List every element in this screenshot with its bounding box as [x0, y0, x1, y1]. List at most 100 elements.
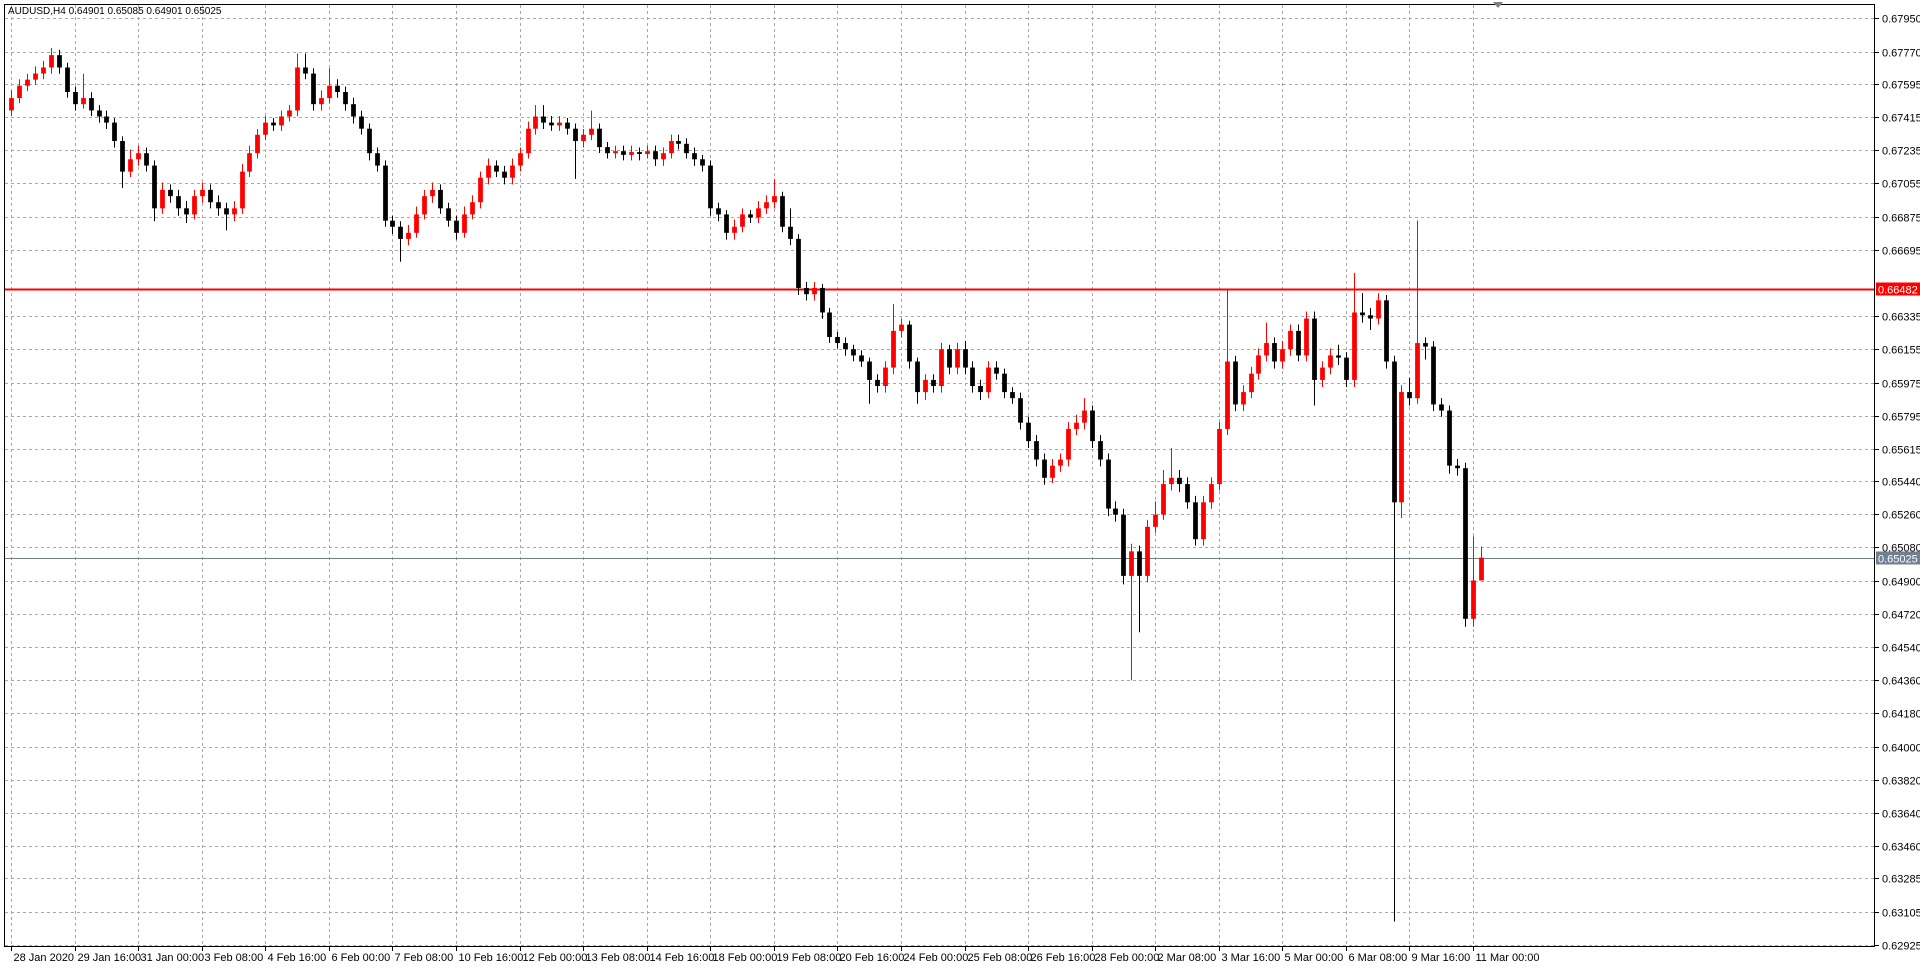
candle-body [311, 73, 316, 105]
candle-body [351, 104, 356, 117]
candle-body [1320, 367, 1325, 380]
candle-body [17, 85, 22, 99]
y-tick-label: 0.63460 [1882, 842, 1920, 854]
candle-body [1344, 357, 1349, 380]
y-tick-label: 0.65440 [1882, 477, 1920, 489]
x-tick-label: 31 Jan 00:00 [141, 952, 205, 964]
candle-body [303, 67, 308, 74]
candle-body [669, 141, 674, 154]
candle-body [1010, 392, 1015, 399]
candle-body [827, 312, 832, 337]
candle-body [1376, 300, 1381, 319]
candle-body [438, 189, 443, 209]
candle-body [1177, 477, 1182, 485]
candle-body [279, 116, 284, 126]
candle-body [955, 349, 960, 368]
candle-body [541, 116, 546, 123]
y-tick-label: 0.64000 [1882, 743, 1920, 755]
candle-body [144, 153, 149, 166]
candle-body [1439, 404, 1444, 411]
candle-body [1360, 312, 1365, 316]
candle-body [470, 202, 475, 215]
y-tick-label: 0.63285 [1882, 874, 1920, 886]
candle-body [1042, 459, 1047, 478]
x-tick-label: 9 Mar 16:00 [1412, 952, 1471, 964]
candle-body [25, 79, 30, 86]
candle-body [939, 349, 944, 387]
candle-body [1145, 526, 1150, 576]
candle-body [708, 165, 713, 209]
axes: 0.67950 0.67770 0.67595 0.67415 0.67235 0.670… [11, 14, 1920, 964]
chart-title: AUDUSD,H4 0.64901 0.65085 0.64901 0.6502… [8, 6, 222, 17]
candle-body [1233, 361, 1238, 405]
candle-body [247, 153, 252, 172]
candle-body [875, 379, 880, 387]
candle-body [1384, 300, 1389, 362]
candle-body [796, 238, 801, 288]
x-tick-label: 6 Mar 08:00 [1349, 952, 1408, 964]
candle-body [271, 122, 276, 126]
candle-body [629, 152, 634, 155]
candle-body [1082, 410, 1087, 423]
x-tick-label: 14 Feb 16:00 [650, 952, 715, 964]
candle-body [883, 367, 888, 387]
x-tick-label: 19 Feb 08:00 [777, 952, 842, 964]
candle-body [692, 153, 697, 160]
candle-body [287, 110, 292, 117]
candle-body [820, 287, 825, 313]
candle-body [120, 141, 125, 172]
y-tick-label: 0.67950 [1882, 14, 1920, 26]
y-tick-label: 0.67235 [1882, 146, 1920, 158]
candle-body [605, 147, 610, 154]
candle-body [843, 343, 848, 350]
candle-body [57, 55, 62, 68]
price-level-box [1876, 551, 1920, 565]
candle-body [597, 128, 602, 148]
candle-body [835, 336, 840, 344]
x-tick-label: 5 Mar 00:00 [1285, 952, 1344, 964]
candle-body [1018, 398, 1023, 423]
candle-body [661, 153, 666, 160]
candle-body [947, 349, 952, 368]
y-tick-label: 0.65260 [1882, 510, 1920, 522]
candle-body [224, 208, 229, 215]
candle-body [700, 159, 705, 166]
levels [5, 288, 1875, 559]
candle-body [1272, 343, 1277, 362]
candle-body [263, 122, 268, 135]
candle-body [1217, 428, 1222, 485]
candle-body [136, 153, 141, 160]
candle-body [1312, 318, 1317, 380]
x-tick-label: 12 Feb 00:00 [523, 952, 588, 964]
price-level-label: 0.66482 [1878, 285, 1918, 297]
candle-body [478, 177, 483, 203]
candle-body [891, 330, 896, 368]
candle-body [81, 98, 86, 105]
candle-body [764, 202, 769, 209]
candle-body [422, 196, 427, 215]
candle-body [1026, 422, 1031, 442]
candle-body [216, 202, 221, 209]
candle-body [724, 214, 729, 233]
candle-body [335, 85, 340, 93]
candle-body [621, 151, 626, 155]
candle-body [192, 196, 197, 215]
candle-body [645, 151, 650, 154]
candle-body [1415, 343, 1420, 399]
candle-body [1455, 465, 1460, 469]
x-tick-label: 7 Feb 08:00 [395, 952, 454, 964]
candle-body [772, 196, 777, 203]
candle-body [1066, 428, 1071, 460]
candle-body [240, 171, 245, 209]
candle-body [994, 367, 999, 374]
candle-body [1463, 468, 1468, 619]
candle-body [1193, 502, 1198, 540]
y-tick-label: 0.67415 [1882, 113, 1920, 125]
x-tick-label: 3 Feb 08:00 [205, 952, 264, 964]
candle-body [859, 355, 864, 362]
candle-body [1280, 349, 1285, 362]
candle-body [208, 189, 213, 203]
candle-body [1113, 508, 1118, 515]
